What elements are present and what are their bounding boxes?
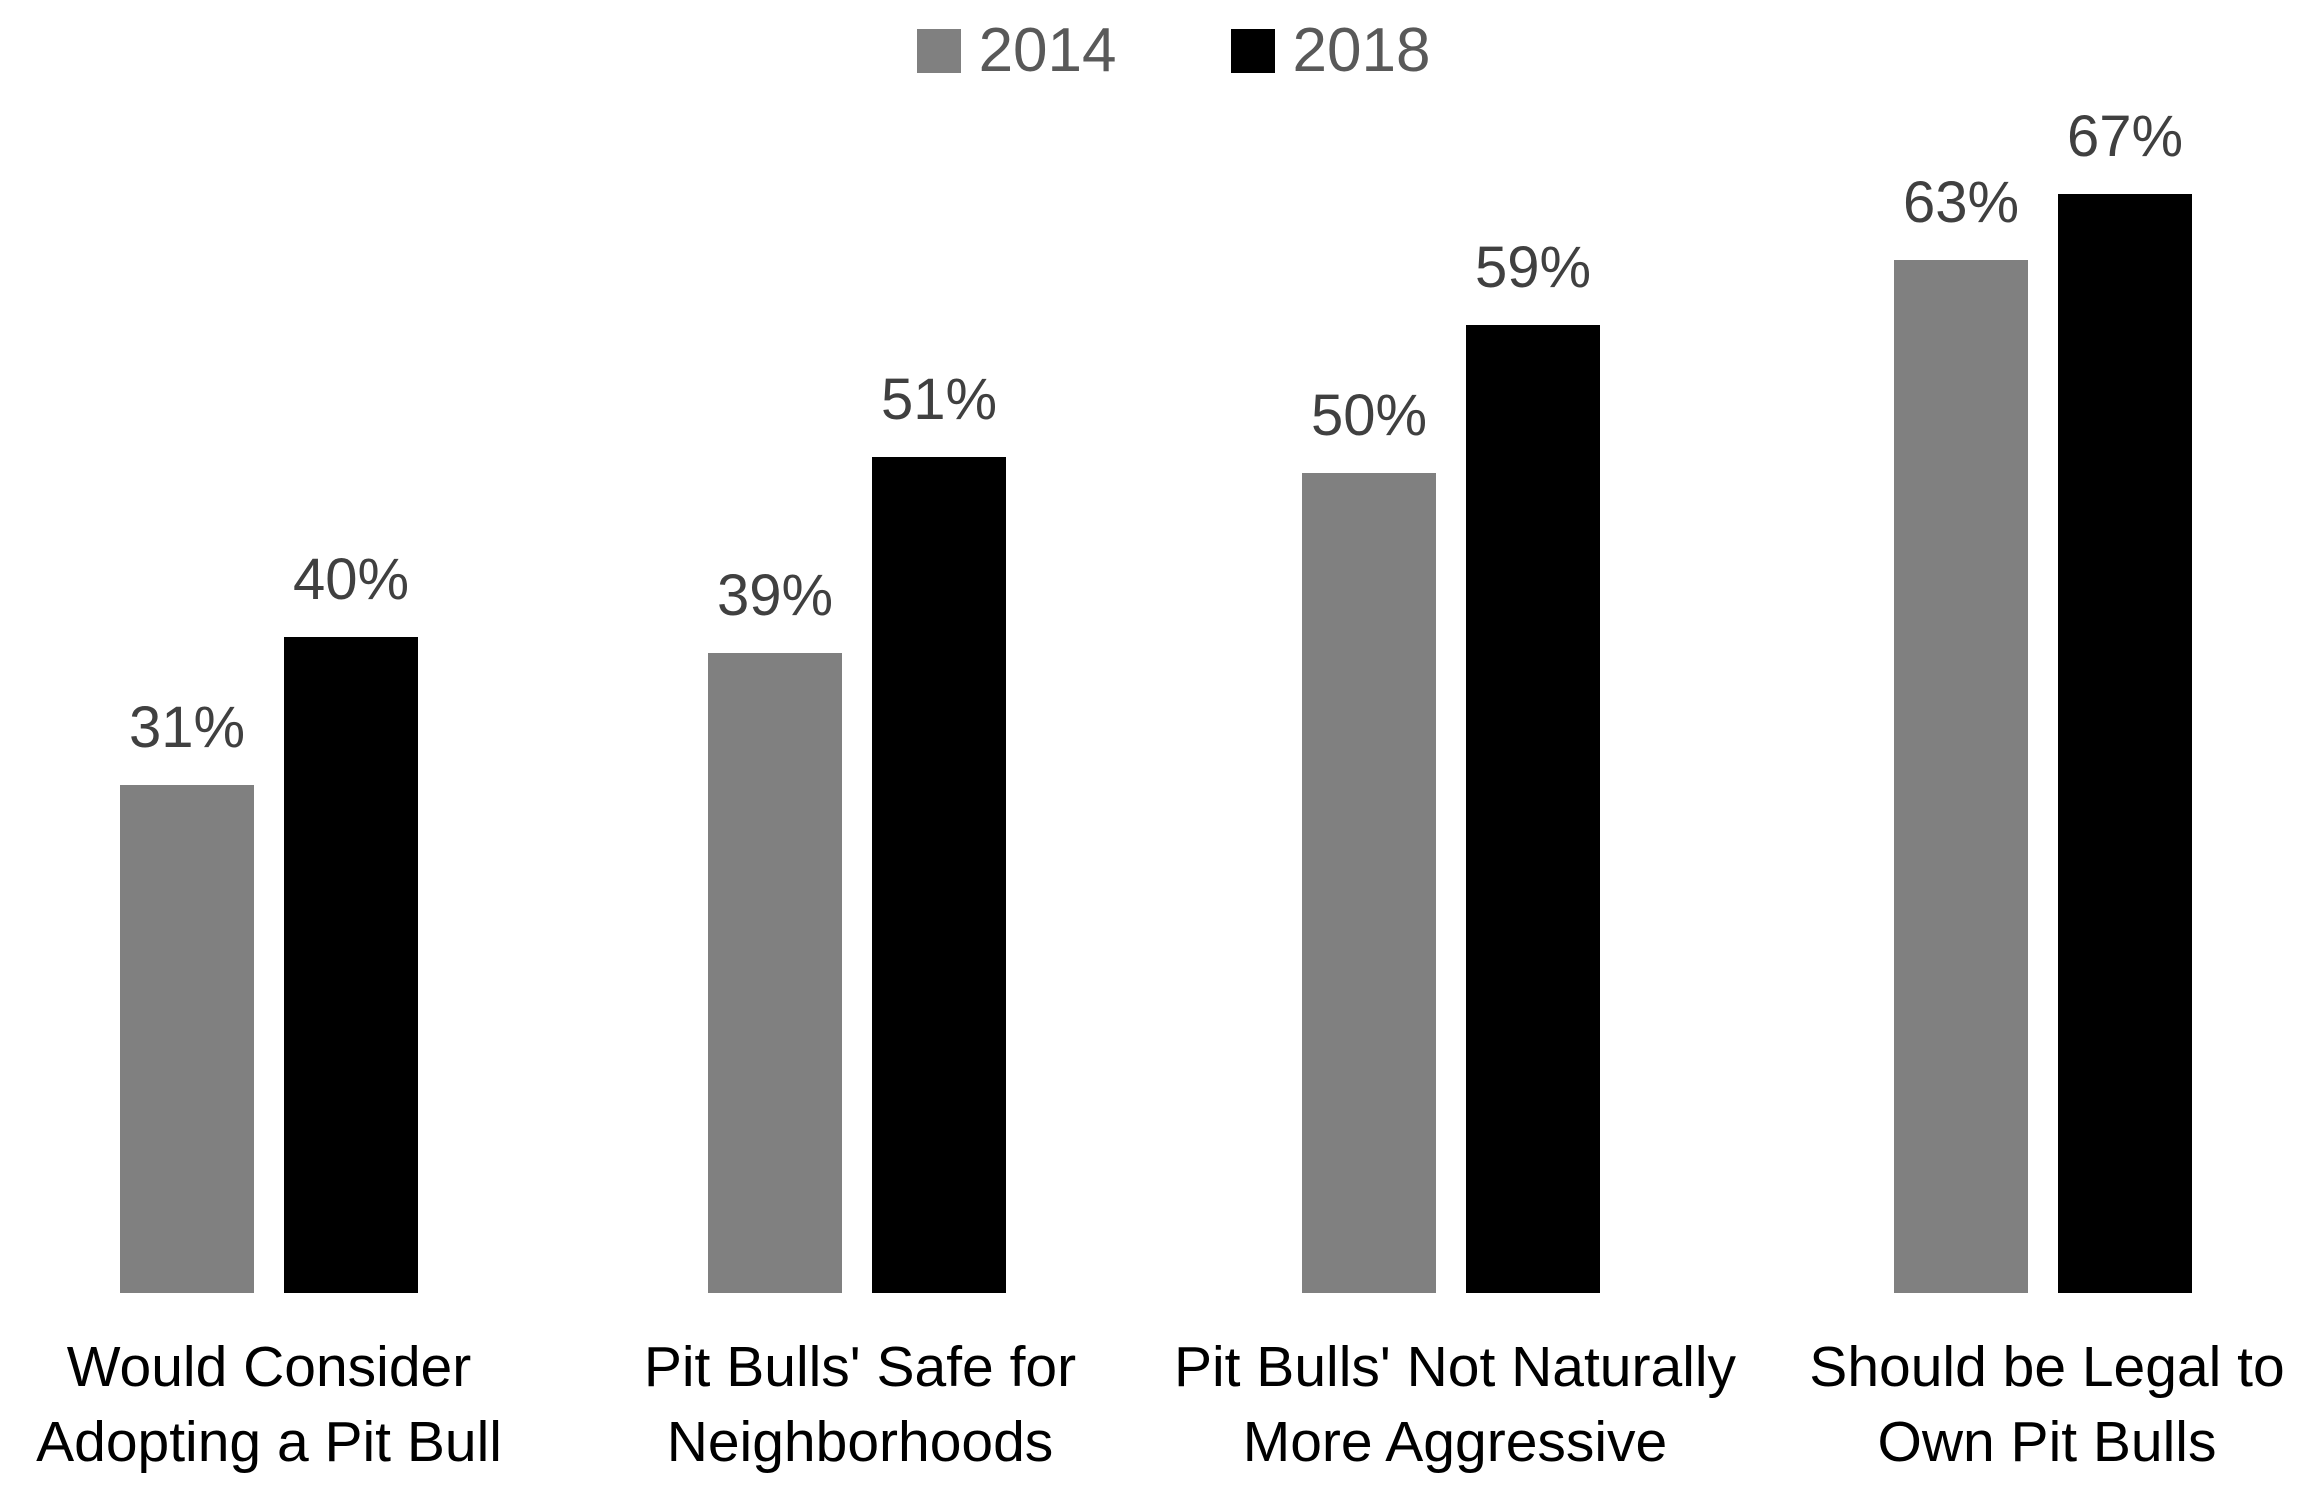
category-label-line: More Aggressive — [1242, 1410, 1668, 1474]
bar-2014 — [1894, 260, 2028, 1293]
legend-swatch-2014 — [916, 29, 961, 73]
bar-2018 — [284, 637, 418, 1293]
category-label-line: Pit Bulls' Safe for — [643, 1335, 1077, 1399]
plot-area: 31% 40% 39% 51% 50% 59% 63% 67% — [120, 108, 2192, 1293]
bar-2018 — [2058, 194, 2192, 1293]
category-label: Should be Legal to Own Pit Bulls — [1737, 1330, 2301, 1480]
bar-group: 63% 67% — [1894, 108, 2192, 1293]
legend-label-2018: 2018 — [1292, 16, 1431, 85]
legend-item-2014: 2014 — [916, 16, 1117, 85]
category-label: Would Consider Adopting a Pit Bull — [0, 1330, 579, 1480]
category-label-line: Neighborhoods — [666, 1410, 1054, 1474]
category-label-line: Should be Legal to — [1809, 1335, 2285, 1399]
legend-swatch-2018 — [1230, 29, 1275, 73]
bar-2018 — [872, 457, 1006, 1293]
category-label-line: Own Pit Bulls — [1877, 1410, 2217, 1474]
bar-group: 39% 51% — [708, 371, 1006, 1293]
bar-group: 50% 59% — [1302, 239, 1600, 1293]
bar-2018 — [1466, 325, 1600, 1293]
bar-column-2014: 50% — [1302, 387, 1436, 1293]
value-label: 51% — [880, 367, 998, 432]
value-label: 31% — [128, 695, 246, 760]
bar-group: 31% 40% — [120, 551, 418, 1293]
value-label: 40% — [292, 547, 410, 612]
bar-column-2014: 31% — [120, 699, 254, 1293]
category-label-line: Adopting a Pit Bull — [36, 1410, 502, 1474]
value-label: 59% — [1474, 235, 1592, 300]
value-label: 50% — [1310, 383, 1428, 448]
category-label: Pit Bulls' Safe for Neighborhoods — [550, 1330, 1170, 1480]
value-label: 39% — [716, 563, 834, 628]
bar-column-2018: 59% — [1466, 239, 1600, 1293]
category-label-line: Would Consider — [66, 1335, 472, 1399]
bar-column-2018: 67% — [2058, 108, 2192, 1293]
bar-column-2014: 39% — [708, 567, 842, 1293]
bar-column-2014: 63% — [1894, 174, 2028, 1293]
bar-2014 — [708, 653, 842, 1293]
category-label: Pit Bulls' Not Naturally More Aggressive — [1145, 1330, 1765, 1480]
chart-legend: 2014 2018 — [0, 20, 2301, 82]
legend-label-2014: 2014 — [978, 16, 1117, 85]
bar-column-2018: 40% — [284, 551, 418, 1293]
category-label-line: Pit Bulls' Not Naturally — [1173, 1335, 1737, 1399]
value-label: 67% — [2066, 104, 2184, 169]
bar-2014 — [1302, 473, 1436, 1293]
bar-2014 — [120, 785, 254, 1293]
value-label: 63% — [1902, 170, 2020, 235]
legend-item-2018: 2018 — [1230, 16, 1431, 85]
bar-column-2018: 51% — [872, 371, 1006, 1293]
